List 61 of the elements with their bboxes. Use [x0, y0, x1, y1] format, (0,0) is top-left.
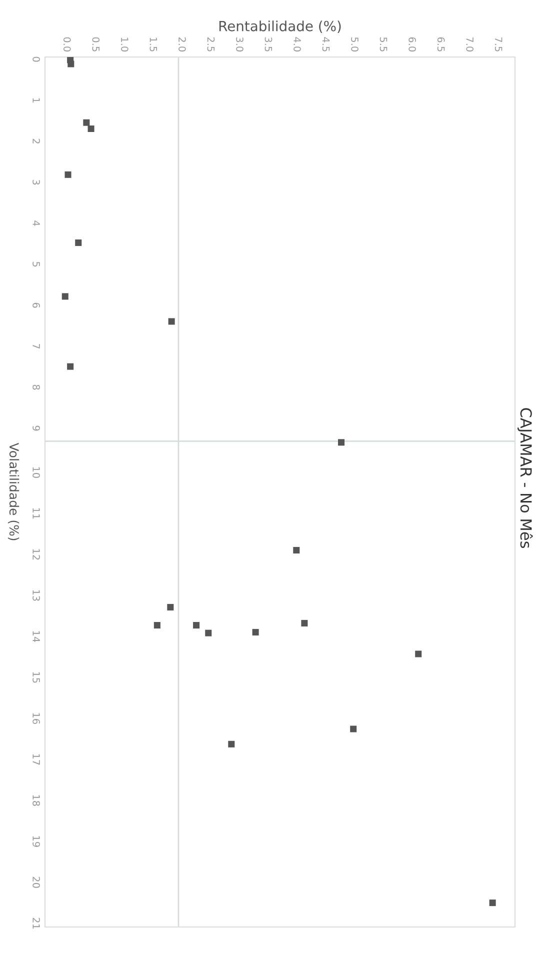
x-tick-label: 5.5: [380, 37, 388, 52]
point: [75, 239, 82, 246]
y-tick-label: 1: [32, 98, 40, 102]
x-tick-label: 2.0: [178, 37, 186, 52]
point: [68, 60, 74, 68]
y-tick-label: 2: [32, 138, 40, 144]
y-tick-label: 12: [32, 549, 40, 560]
y-tick-label: 14: [32, 631, 40, 642]
y-tick-label: 19: [32, 836, 40, 847]
x-tick-label: 4.0: [294, 37, 301, 52]
y-tick-label: 15: [32, 672, 40, 683]
y-tick-label: 3: [32, 180, 40, 185]
point: [228, 740, 235, 748]
point: [205, 630, 212, 636]
x-tick-label: 3.5: [264, 37, 272, 52]
point: [415, 650, 422, 658]
x-tick-label: 1.0: [120, 38, 128, 52]
x-tick-label: 6.5: [437, 37, 445, 52]
point: [167, 604, 174, 610]
y-tick-label: 9: [32, 426, 40, 431]
point: [88, 125, 94, 132]
point: [67, 363, 74, 370]
x-tick-label: 4.5: [322, 37, 330, 52]
y-tick-label: 18: [32, 795, 40, 806]
x-axis-title: Rentabilidade (%): [219, 20, 341, 33]
x-tick-label: 1.5: [150, 38, 157, 52]
x-tick-label: 3.0: [236, 37, 244, 52]
point: [154, 622, 160, 629]
point: [301, 620, 308, 626]
x-tick-label: 5.0: [351, 37, 358, 52]
y-tick-label: 13: [32, 590, 40, 601]
y-tick-label: 17: [32, 754, 40, 765]
x-tick-label: 6.0: [408, 37, 416, 52]
y-tick-label: 21: [32, 918, 40, 929]
point: [64, 171, 72, 178]
y-tick-label: 5: [32, 262, 40, 267]
y-tick-label: 10: [32, 467, 40, 478]
point: [489, 900, 496, 906]
x-tick-label: 7.5: [494, 37, 502, 52]
x-tick-label: 2.5: [207, 37, 215, 52]
point: [168, 318, 175, 325]
y-tick-label: 8: [32, 384, 40, 390]
y-tick-label: 6: [32, 302, 40, 308]
y-axis-title: Volatilidade (%): [8, 442, 20, 540]
y-tick-label: 11: [32, 508, 40, 519]
x-tick-label: 7.0: [466, 37, 474, 52]
point: [293, 546, 300, 554]
y-tick-label: 7: [32, 344, 40, 349]
point: [83, 119, 90, 126]
y-tick-label: 4: [32, 220, 40, 226]
point: [193, 622, 200, 629]
y-tick-label: 20: [32, 876, 40, 888]
y-tick-label: 0: [32, 56, 40, 62]
point: [62, 293, 68, 300]
x-tick-label: 0.0: [63, 37, 71, 52]
y-tick-label: 16: [32, 713, 40, 724]
x-tick-label: 0.5: [92, 37, 100, 52]
point: [350, 726, 357, 732]
point: [252, 628, 259, 636]
point: [338, 439, 345, 446]
text: CAJAMAR - No Mês: [517, 408, 533, 548]
